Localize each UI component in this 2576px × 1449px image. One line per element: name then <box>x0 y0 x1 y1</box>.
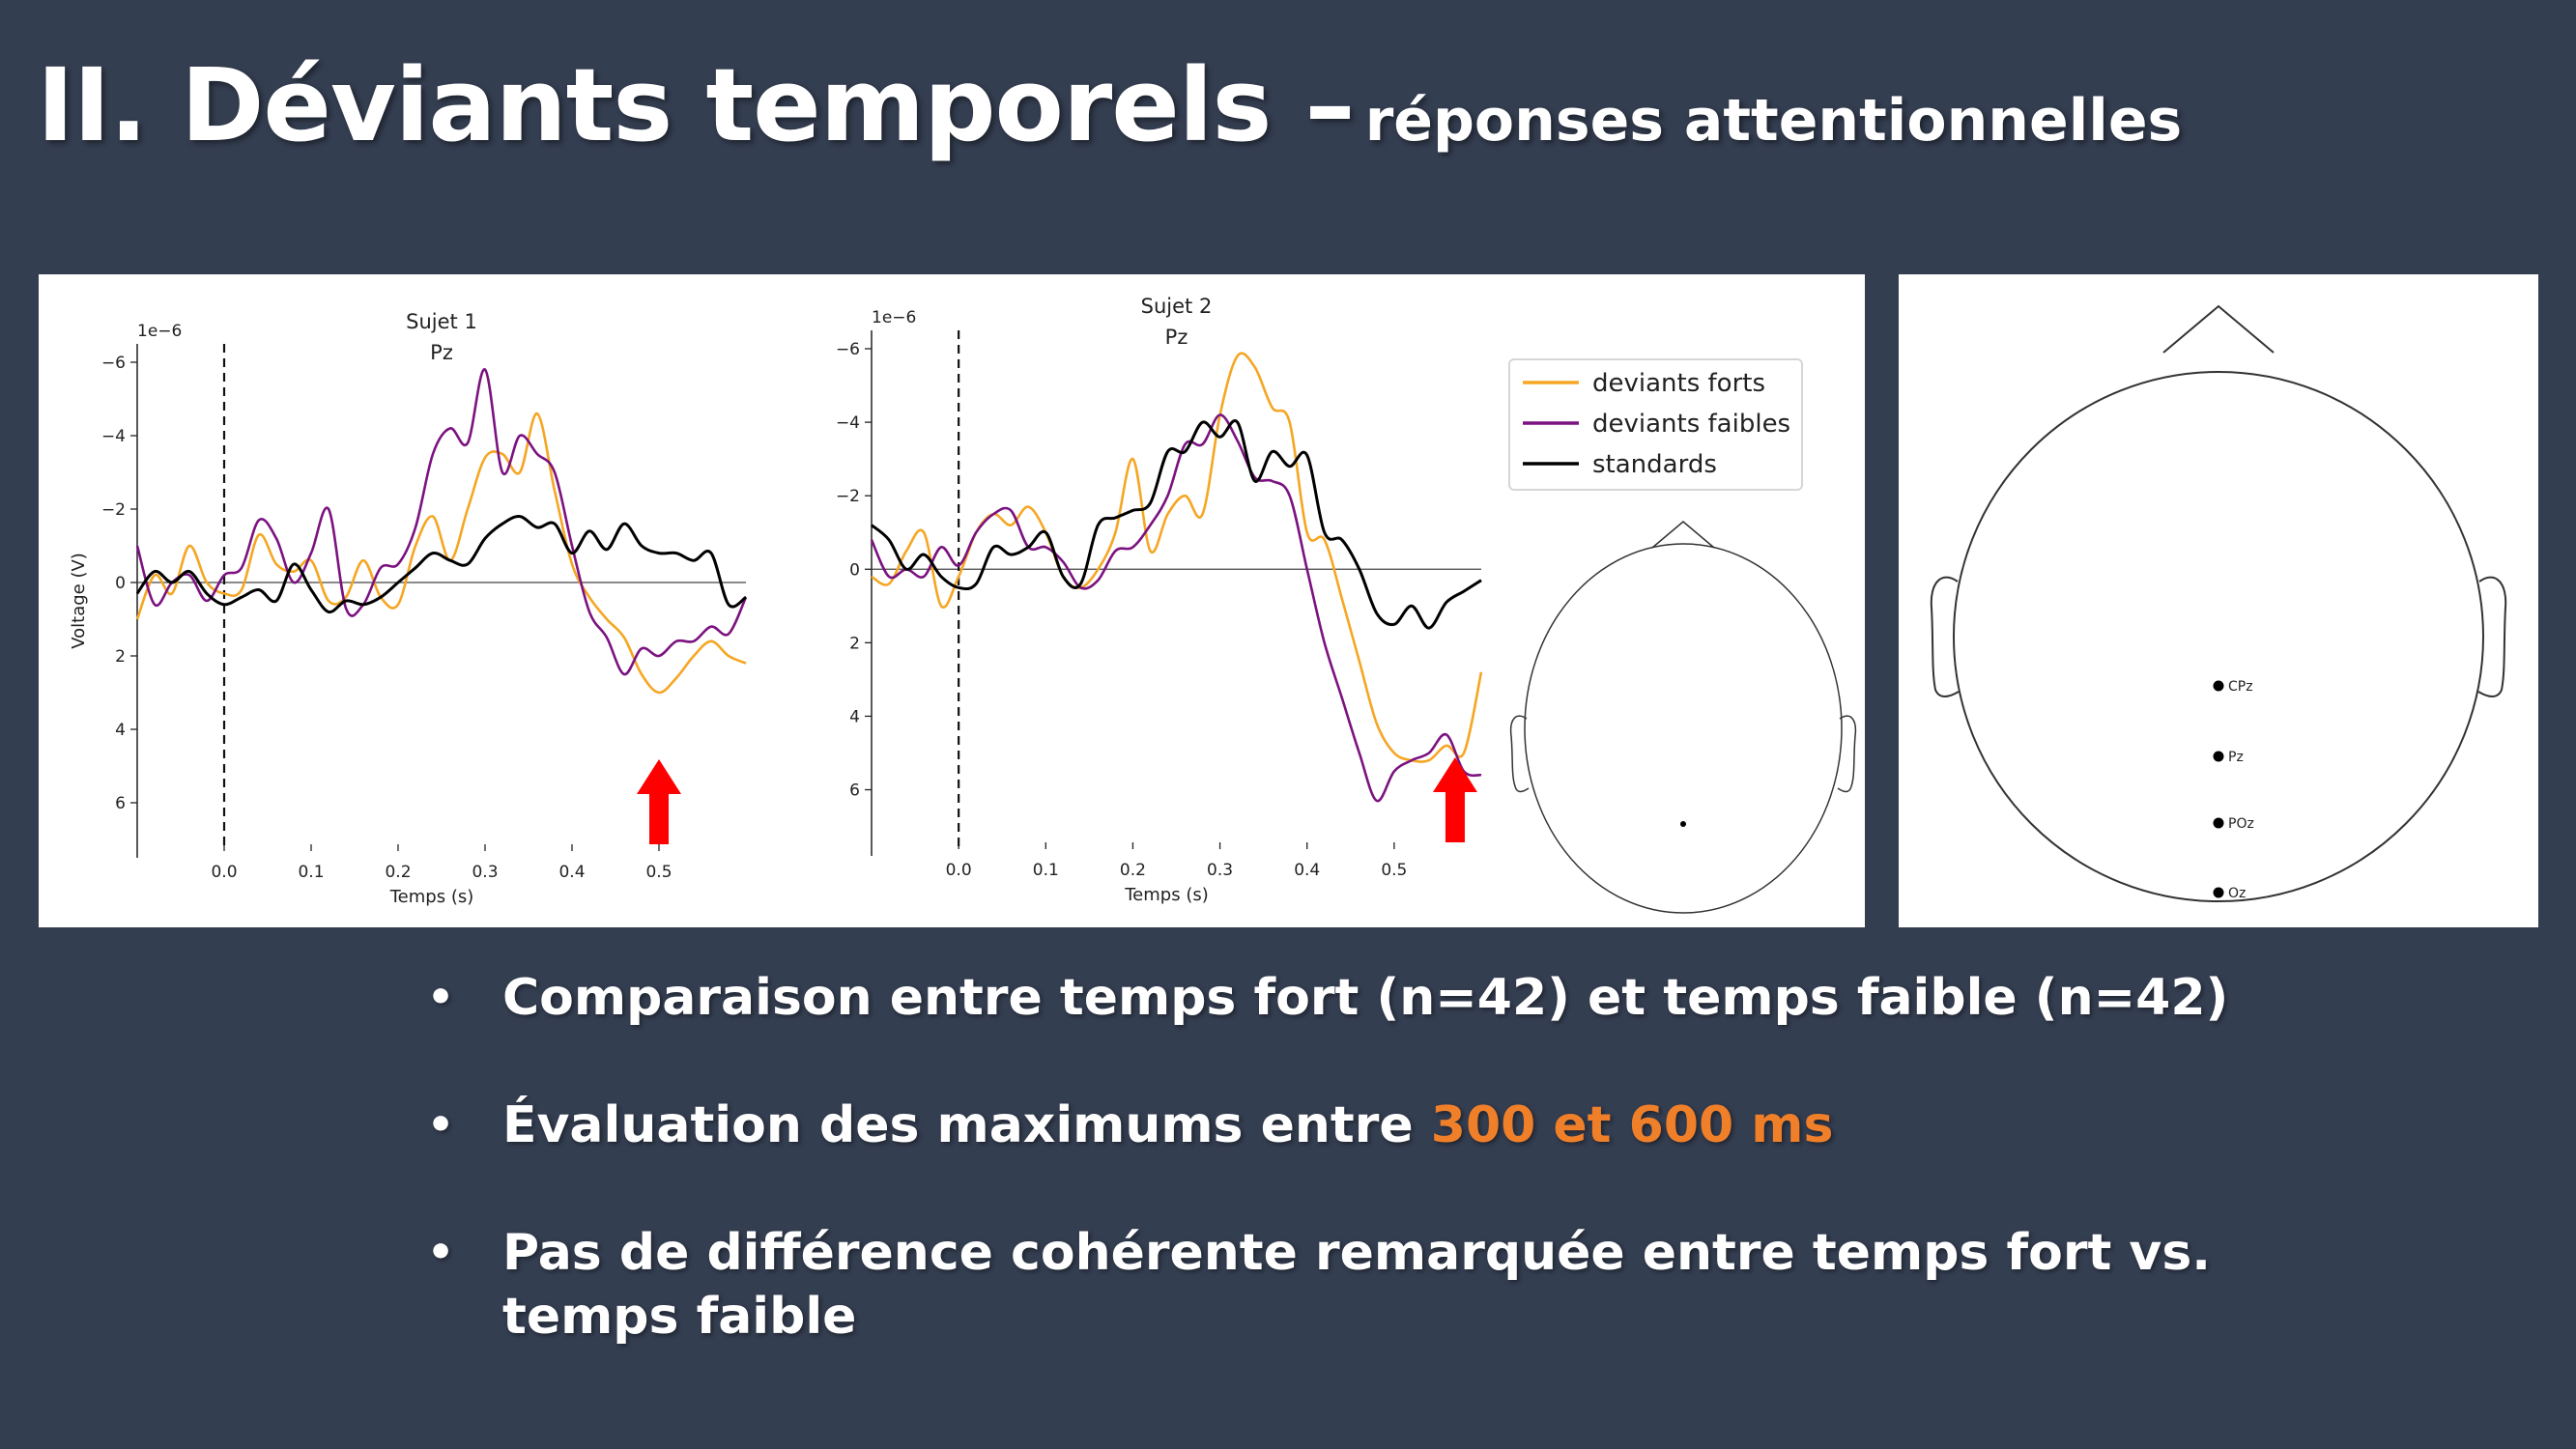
y-tick-label: 0 <box>115 574 126 593</box>
electrode-dot <box>2213 817 2224 829</box>
bullet-item: Évaluation des maximums entre 300 et 600… <box>427 1094 2242 1157</box>
x-tick-label: 0.1 <box>298 863 324 882</box>
left-ear <box>1930 576 1960 697</box>
chart-sujet-2: Sujet 2 Pz 1e−6 −6 −4 −2 0 2 4 6 0.0 0.1 0.2 0.3 0.4 0.… <box>836 295 1803 905</box>
right-ear <box>2477 576 2507 697</box>
y-tick-label: −4 <box>101 427 126 446</box>
head-outline <box>1930 304 2507 902</box>
x-tick-label: 0.3 <box>1207 861 1233 880</box>
electrode-label: Oz <box>2228 886 2246 901</box>
head-nose <box>1651 521 1715 549</box>
y-tick-label: 2 <box>849 634 860 653</box>
y-tick-label: −2 <box>101 500 126 520</box>
x-tick-label: 0.5 <box>1381 861 1407 880</box>
bullet-item: Comparaison entre temps fort (n=42) et t… <box>427 966 2242 1030</box>
chart-sujet-1: Sujet 1 Pz 1e−6 −6 −4 −2 0 2 4 6 0.0 0.1 0.2 0.3 0.4 0.… <box>69 310 748 907</box>
series-line-deviants-forts <box>871 352 1483 763</box>
chart-title: Sujet 2 <box>1141 295 1213 318</box>
y-tick-label: −6 <box>101 354 126 373</box>
legend-label: deviants forts <box>1592 369 1765 398</box>
x-tick-label: 0.5 <box>645 863 672 882</box>
head-right-ear <box>1837 715 1857 793</box>
y-scale-label: 1e−6 <box>137 322 182 341</box>
x-tick-label: 0.2 <box>385 863 411 882</box>
y-tick-label: 2 <box>115 647 126 667</box>
x-tick-label: 0.4 <box>558 863 585 882</box>
y-scale-label: 1e−6 <box>872 308 916 327</box>
electrode-dot <box>2213 751 2224 762</box>
bullet-item: Pas de différence cohérente remarquée en… <box>427 1221 2242 1349</box>
chart-title: Sujet 1 <box>406 310 477 333</box>
head-outline <box>1524 543 1843 914</box>
y-tick-label: 4 <box>849 707 860 726</box>
electrode-label: Pz <box>2228 750 2244 765</box>
x-tick-label: 0.4 <box>1294 861 1320 880</box>
y-tick-label: 6 <box>115 794 126 813</box>
legend-box <box>1508 358 1803 491</box>
y-tick-label: −4 <box>836 413 860 433</box>
head-inset <box>1509 521 1857 914</box>
legend-label: standards <box>1592 450 1717 479</box>
y-tick-label: 4 <box>115 721 126 740</box>
series-line-deviants-faibles <box>135 368 748 676</box>
x-axis-label: Temps (s) <box>1124 885 1209 905</box>
chart-subtitle: Pz <box>430 341 453 364</box>
bullet-highlight: 300 et 600 ms <box>1430 1096 1834 1154</box>
x-tick-label: 0.0 <box>946 861 972 880</box>
head-electrode-dot <box>1680 821 1686 827</box>
erp-figure-panel: Sujet 1 Pz 1e−6 −6 −4 −2 0 2 4 6 0.0 0.1 0.2 0.3 0.4 0.… <box>39 274 1865 927</box>
red-arrow <box>1432 757 1477 842</box>
y-tick-label: −6 <box>836 340 860 359</box>
x-tick-label: 0.2 <box>1120 861 1146 880</box>
head-left-ear <box>1509 715 1530 793</box>
electrode-dot <box>2213 680 2224 692</box>
bullet-text: Comparaison entre temps fort (n=42) et t… <box>502 969 2229 1027</box>
y-tick-label: −2 <box>836 487 860 506</box>
series-line-standards <box>871 419 1482 630</box>
bullet-text: Évaluation des maximums entre <box>502 1096 1431 1154</box>
series-line-deviants-faibles <box>870 413 1482 803</box>
chart-legend: deviants forts deviants faibles standards <box>1508 358 1803 491</box>
legend-label: deviants faibles <box>1592 410 1790 439</box>
bullet-text: Pas de différence cohérente remarquée en… <box>502 1224 2212 1346</box>
y-tick-label: 0 <box>849 560 860 580</box>
electrode-label: CPz <box>2228 679 2253 695</box>
slide-title-sub: réponses attentionnelles <box>1364 87 2183 155</box>
y-tick-label: 6 <box>849 781 860 801</box>
x-tick-label: 0.3 <box>472 863 498 882</box>
slide-title-main: II. Déviants temporels – <box>37 46 1356 164</box>
x-axis-label: Temps (s) <box>389 887 474 907</box>
series-line-standards <box>135 515 747 614</box>
y-axis-label: Voltage (V) <box>69 553 89 649</box>
slide-title: II. Déviants temporels – réponses attent… <box>37 46 2182 164</box>
x-tick-label: 0.0 <box>211 863 237 882</box>
electrode-montage: CPz Pz POz Oz <box>1930 304 2507 902</box>
electrode-label: POz <box>2228 816 2254 832</box>
red-arrow <box>637 759 681 844</box>
erp-figure: Sujet 1 Pz 1e−6 −6 −4 −2 0 2 4 6 0.0 0.1 0.2 0.3 0.4 0.… <box>69 295 1857 914</box>
x-tick-label: 0.1 <box>1033 861 1059 880</box>
electrode-dot <box>2213 887 2224 898</box>
bullet-list: Comparaison entre temps fort (n=42) et t… <box>427 966 2242 1412</box>
chart-subtitle: Pz <box>1165 326 1188 349</box>
series-line-deviants-forts <box>135 412 747 695</box>
electrode-montage-panel: CPz Pz POz Oz <box>1899 274 2538 927</box>
